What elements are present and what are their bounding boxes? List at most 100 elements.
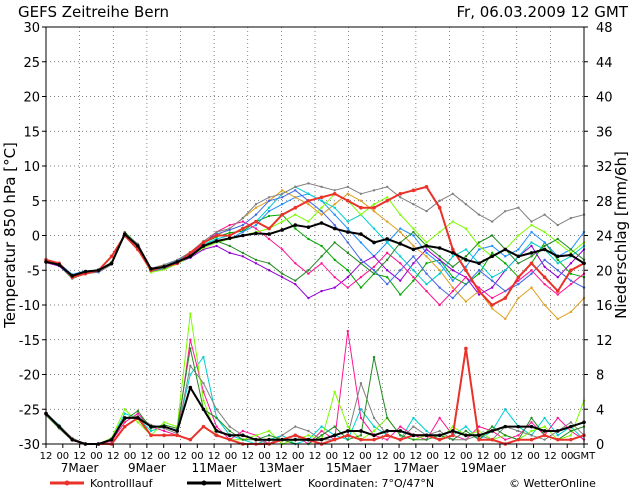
control-temp-line-point bbox=[214, 233, 219, 238]
member-temp-line-point bbox=[490, 279, 494, 282]
control-temp-line-point bbox=[241, 226, 245, 231]
member-precip-line-point bbox=[346, 329, 350, 333]
member-temp-line-point bbox=[451, 289, 454, 293]
member-temp-line-point bbox=[385, 282, 389, 286]
member-temp-line-point bbox=[372, 265, 376, 268]
member-precip-line-point bbox=[294, 425, 297, 428]
x-tick-label: 12 bbox=[544, 451, 557, 462]
member-temp-line-point bbox=[451, 296, 454, 300]
member-precip-line-point bbox=[215, 425, 218, 428]
mean-temp-line-point bbox=[398, 242, 403, 246]
member-temp-line-point bbox=[307, 192, 310, 195]
mean-temp-line-point bbox=[188, 254, 193, 259]
member-temp-line-point bbox=[267, 209, 271, 213]
x-tick-label: 00 bbox=[460, 451, 473, 462]
mean-precip-line-point bbox=[267, 437, 271, 442]
chart-title: GEFS Zeitreihe Bern bbox=[18, 3, 169, 21]
member-temp-line-point bbox=[333, 189, 336, 192]
control-temp-line-point bbox=[385, 198, 389, 203]
mean-precip-line-point bbox=[542, 429, 547, 433]
member-temp-line-point bbox=[346, 241, 350, 244]
control-temp-line-point bbox=[188, 251, 193, 255]
member-temp-line-point bbox=[530, 223, 533, 227]
mean-temp-line-point bbox=[293, 223, 298, 227]
right-tick-label: 4 bbox=[596, 403, 604, 418]
control-run-lines bbox=[44, 185, 586, 446]
member-temp-line-point bbox=[504, 269, 507, 272]
member-precip-line-point bbox=[504, 434, 507, 437]
member-temp-line-point bbox=[385, 258, 389, 262]
day-label: 15Maer bbox=[326, 461, 371, 475]
member-temp-line-point bbox=[228, 223, 231, 227]
member-temp-line-point bbox=[438, 230, 441, 234]
x-tick-label: 00 bbox=[359, 451, 372, 462]
member-temp-line-point bbox=[425, 255, 428, 258]
x-tick-label: 12 bbox=[275, 451, 288, 462]
member-precip-line-point bbox=[189, 373, 192, 376]
control-temp-line-point bbox=[398, 192, 403, 196]
member-precip-line-point bbox=[320, 425, 323, 428]
member-precip-line-point bbox=[438, 416, 441, 420]
mean-temp-line-point bbox=[175, 260, 180, 264]
mean-temp-line-point bbox=[424, 244, 429, 248]
member-temp-line-point bbox=[254, 203, 258, 206]
control-temp-line-point bbox=[372, 205, 376, 210]
member-temp-line-point bbox=[530, 269, 533, 272]
member-temp-line-point bbox=[346, 192, 350, 195]
mean-temp-line-point bbox=[346, 230, 350, 234]
member-precip-line-point bbox=[162, 429, 166, 433]
member-temp-line-point bbox=[543, 303, 546, 307]
right-tick-label: 44 bbox=[596, 56, 613, 71]
left-tick-label: -10 bbox=[19, 299, 40, 314]
control-temp-line-point bbox=[542, 275, 547, 280]
member-precip-line-point bbox=[372, 416, 376, 420]
member-precip-line-point bbox=[425, 438, 428, 441]
x-axis-hour-ticks: 12 00 12 00 12 00 12 00 12 00 12 00 12 00 12 00 12 00 12 00… bbox=[40, 444, 596, 462]
member-precip-line-point bbox=[136, 409, 140, 413]
left-tick-label: 0 bbox=[32, 230, 40, 245]
member-temp-line-point bbox=[438, 199, 441, 202]
x-tick-label: 12 bbox=[376, 451, 389, 462]
control-precip-line-point bbox=[293, 433, 298, 438]
member-temp-line-point bbox=[346, 286, 350, 289]
member-temp-line-point bbox=[517, 262, 520, 265]
member-temp-line-point bbox=[451, 286, 454, 289]
member-temp-line-point bbox=[477, 272, 481, 275]
control-precip-line-point bbox=[188, 437, 193, 442]
member-temp-line-point bbox=[399, 227, 402, 230]
member-temp-line-point bbox=[162, 268, 166, 271]
member-temp-line-point bbox=[543, 258, 546, 262]
member-temp-line-point bbox=[412, 255, 415, 258]
member-temp-line-point bbox=[451, 255, 454, 258]
member-temp-line-point bbox=[372, 269, 376, 272]
member-temp-line-point bbox=[412, 244, 415, 248]
member-temp-line-point bbox=[464, 203, 468, 206]
member-precip-line-point bbox=[530, 434, 533, 437]
x-tick-label: 00 bbox=[191, 451, 204, 462]
control-precip-line-point bbox=[385, 433, 389, 438]
member-temp-line bbox=[45, 189, 585, 299]
member-temp-line-point bbox=[267, 214, 271, 218]
member-temp-line-point bbox=[320, 262, 323, 265]
member-temp-line-point bbox=[569, 248, 573, 251]
mean-precip-line-point bbox=[109, 437, 114, 442]
mean-precip-line-point bbox=[201, 407, 206, 412]
control-precip-line-point bbox=[477, 437, 481, 442]
member-temp-line-point bbox=[320, 206, 323, 209]
member-temp-line-point bbox=[228, 251, 231, 255]
member-temp-line-point bbox=[320, 213, 323, 216]
x-tick-label: 00 bbox=[426, 451, 439, 462]
member-temp-line-point bbox=[254, 213, 258, 216]
member-temp-line-point bbox=[307, 237, 310, 241]
control-precip-line-point bbox=[569, 437, 573, 442]
control-temp-line-point bbox=[346, 198, 350, 203]
member-temp-line-point bbox=[241, 255, 245, 258]
day-label: 19Maer bbox=[460, 461, 505, 475]
member-temp-line-point bbox=[385, 269, 389, 272]
chart-date: Fr, 06.03.2009 12 GMT bbox=[457, 3, 629, 21]
left-tick-label: 20 bbox=[23, 91, 40, 106]
legend-mean-dot bbox=[201, 480, 207, 486]
member-temp-line-point bbox=[504, 289, 507, 293]
member-temp-line-point bbox=[307, 182, 310, 185]
member-precip-line-point bbox=[543, 416, 546, 420]
